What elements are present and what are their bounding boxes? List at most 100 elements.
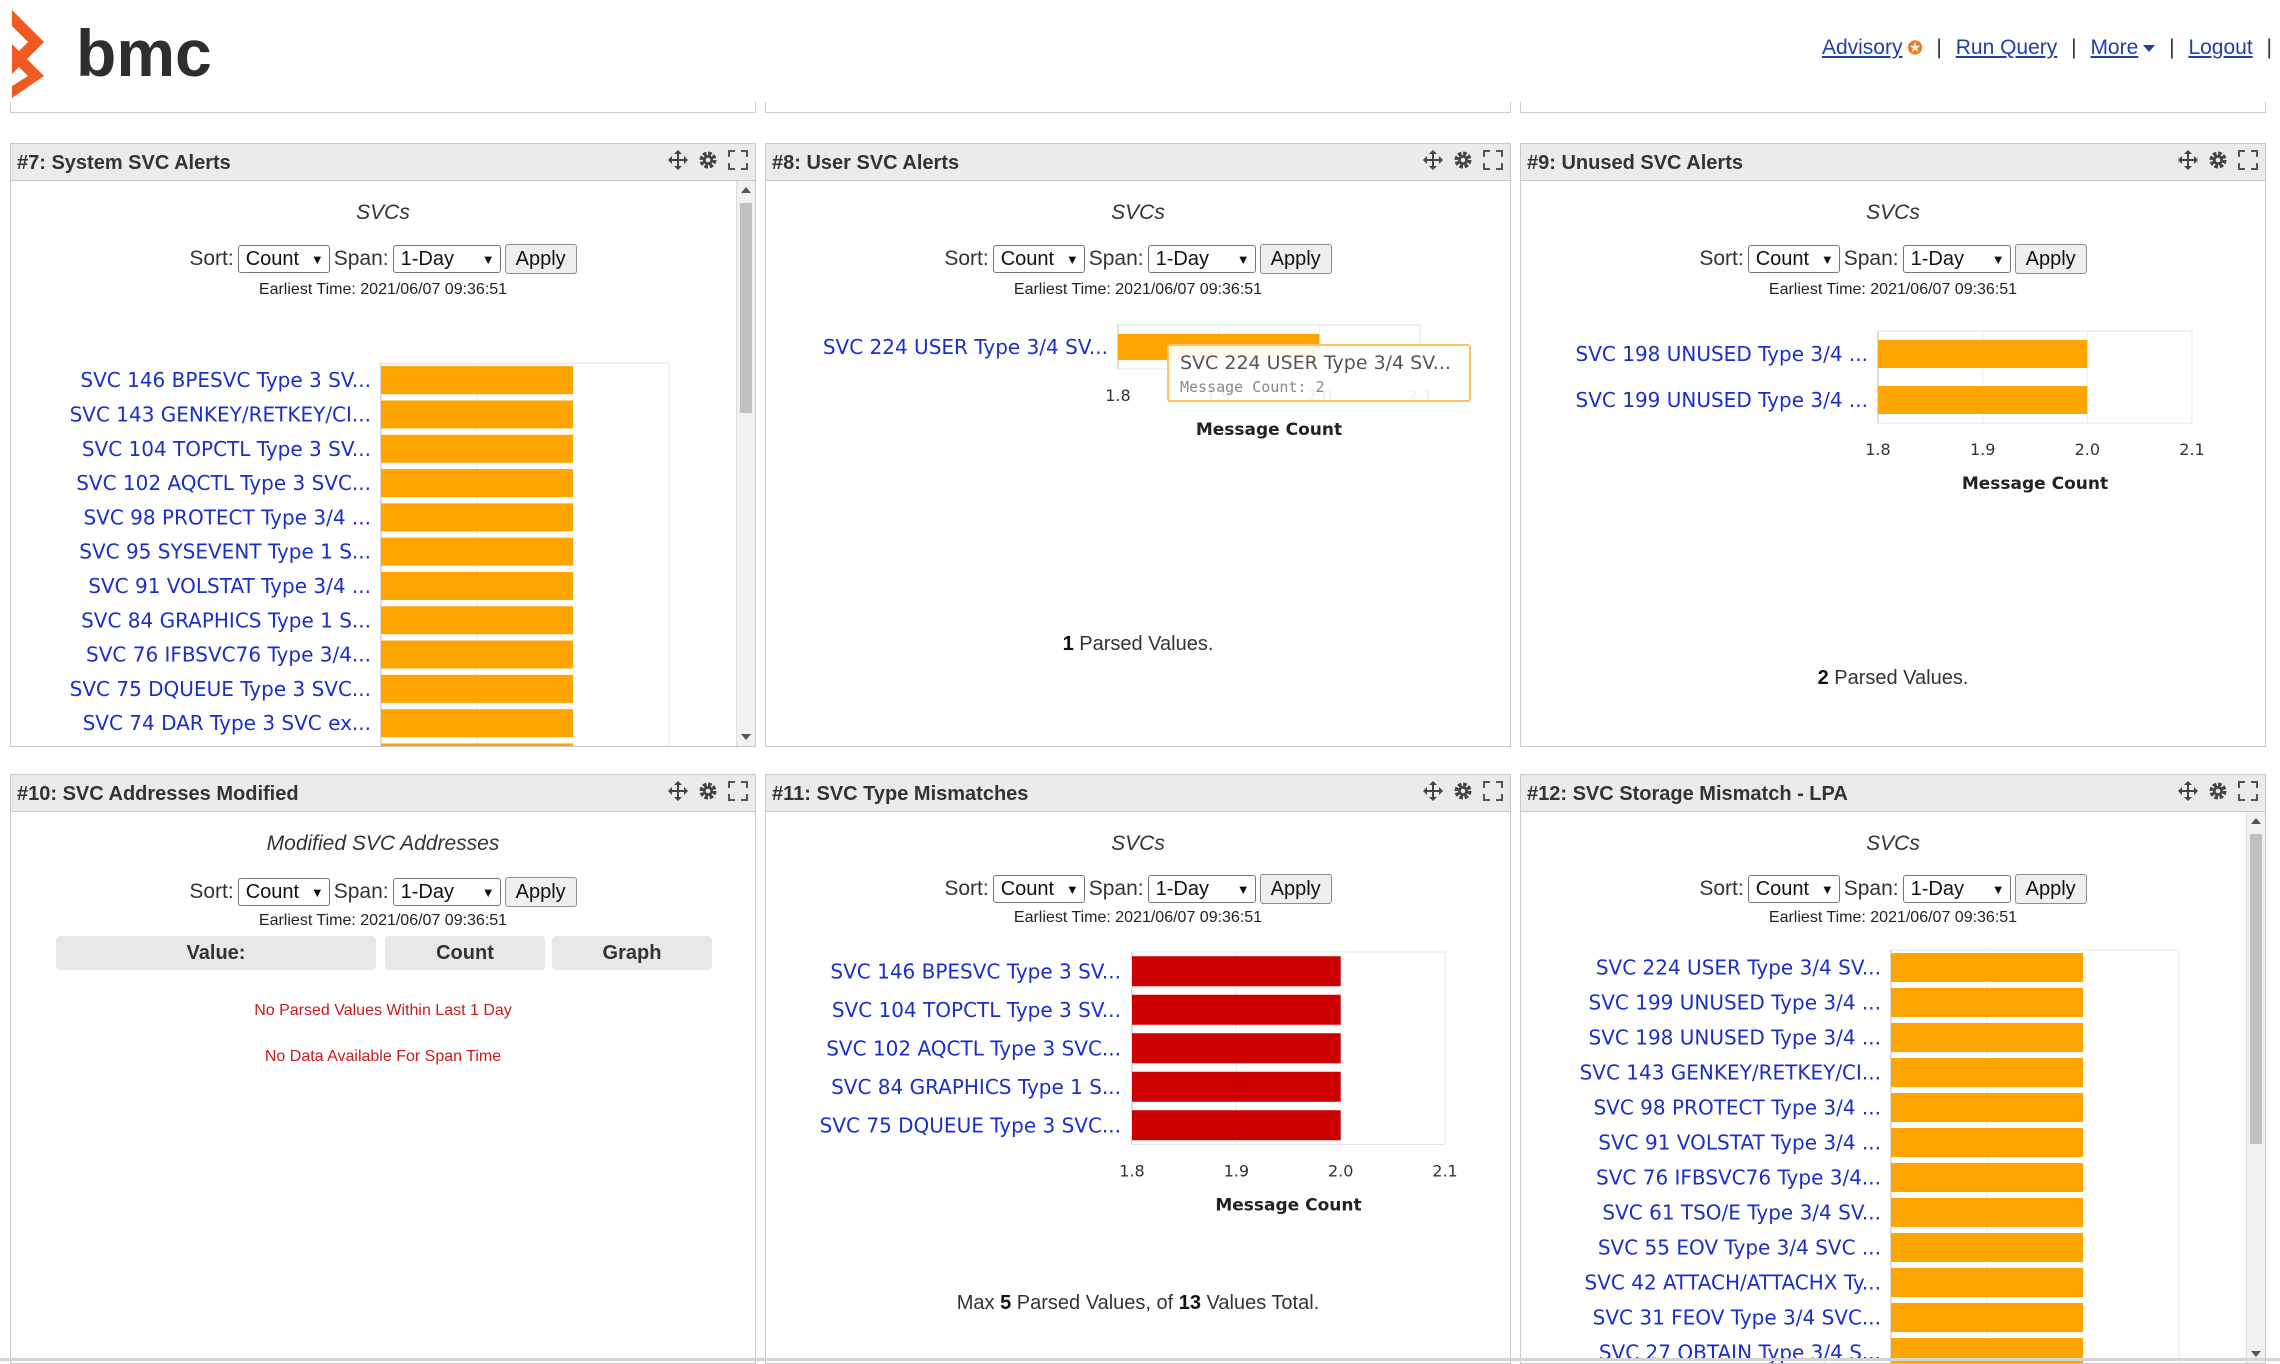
gear-icon[interactable]	[1452, 780, 1474, 802]
sort-select[interactable]: Count ▼	[1747, 245, 1840, 273]
span-select[interactable]: 1-Day ▼	[1147, 245, 1256, 273]
apply-button[interactable]: Apply	[1259, 244, 1332, 274]
bar	[1891, 1303, 2083, 1332]
parsed-values-summary: 2 Parsed Values.	[1817, 667, 1969, 689]
category-label: SVC 102 AQCTL Type 3 SVC...	[76, 471, 371, 495]
bar	[1132, 1110, 1341, 1141]
span-select[interactable]: 1-Day ▼	[392, 878, 501, 906]
move-icon[interactable]	[667, 149, 689, 171]
column-header-count[interactable]: Count	[385, 936, 545, 970]
tooltip-title: SVC 224 USER Type 3/4 SV...	[1180, 352, 1451, 374]
apply-button[interactable]: Apply	[504, 877, 577, 907]
panel-header[interactable]: #11: SVC Type Mismatches	[766, 775, 1510, 812]
panel-body: SVCs Sort: Count ▼ Span: 1-Day ▼ Apply Ear…	[766, 812, 1510, 1363]
panel-body: SVCs Sort: Count ▼ Span: 1-Day ▼ Apply Ear…	[1521, 812, 2265, 1363]
chevron-down-icon: ▼	[1820, 251, 1834, 267]
panel-header[interactable]: #10: SVC Addresses Modified	[11, 775, 755, 812]
move-icon[interactable]	[1422, 149, 1444, 171]
no-data-message: No Data Available For Span Time	[264, 1048, 502, 1065]
sort-label: Sort:	[189, 880, 234, 903]
chevron-down-icon: ▼	[1065, 881, 1079, 897]
expand-icon[interactable]	[727, 149, 749, 171]
bar	[1891, 1163, 2083, 1192]
category-label: SVC 104 TOPCTL Type 3 SV...	[832, 998, 1121, 1022]
column-header-graph[interactable]: Graph	[552, 936, 712, 970]
scroll-up-icon[interactable]	[741, 187, 751, 193]
chevron-down-icon: ▼	[1991, 881, 2005, 897]
bar-chart: SVC 224 USER Type 3/4 SV... SVC 199 UNUSE…	[1580, 949, 2180, 1363]
earliest-time: Earliest Time: 2021/06/07 09:36:51	[1768, 281, 2018, 298]
x-tick-label: 1.8	[1105, 386, 1130, 405]
sort-select[interactable]: Count ▼	[237, 245, 330, 273]
more-menu[interactable]: More	[2090, 36, 2156, 59]
scroll-up-icon[interactable]	[2251, 818, 2261, 824]
panel-svc-type-mismatches: #11: SVC Type Mismatches SVCs Sort: Coun…	[765, 774, 1511, 1364]
vertical-scrollbar[interactable]	[736, 181, 755, 746]
panel-header[interactable]: #9: Unused SVC Alerts	[1521, 144, 2265, 181]
scroll-down-icon[interactable]	[741, 734, 751, 740]
brand-name: bmc	[76, 16, 212, 90]
expand-icon[interactable]	[727, 780, 749, 802]
chart-controls: Sort: Count ▼ Span: 1-Day ▼ Apply	[11, 244, 755, 274]
scroll-down-icon[interactable]	[2251, 1351, 2261, 1357]
apply-button[interactable]: Apply	[2014, 874, 2087, 904]
panel-stub	[10, 102, 756, 113]
bar	[1891, 1268, 2083, 1297]
gear-icon[interactable]	[2207, 149, 2229, 171]
run-query-link[interactable]: Run Query	[1955, 36, 2058, 59]
bar	[381, 537, 573, 566]
vertical-scrollbar[interactable]	[2246, 812, 2265, 1363]
span-select[interactable]: 1-Day ▼	[392, 245, 501, 273]
expand-icon[interactable]	[2237, 149, 2259, 171]
panel-unused-svc-alerts: #9: Unused SVC Alerts SVCs Sort: Count ▼ …	[1520, 143, 2266, 747]
x-tick-label: 1.9	[1224, 1162, 1249, 1181]
apply-button[interactable]: Apply	[1259, 874, 1332, 904]
category-label: SVC 91 VOLSTAT Type 3/4 ...	[1598, 1131, 1881, 1155]
chart-subtitle: Modified SVC Addresses	[266, 832, 500, 855]
category-label: SVC 224 USER Type 3/4 SV...	[1596, 956, 1881, 980]
advisory-link[interactable]: Advisory	[1821, 36, 1903, 59]
sort-select[interactable]: Count ▼	[237, 878, 330, 906]
panel-header[interactable]: #7: System SVC Alerts	[11, 144, 755, 181]
bar	[1891, 988, 2083, 1017]
scroll-thumb[interactable]	[2250, 834, 2262, 1144]
sort-select[interactable]: Count ▼	[1747, 875, 1840, 903]
gear-icon[interactable]	[697, 780, 719, 802]
sort-select[interactable]: Count ▼	[992, 875, 1085, 903]
category-label: SVC 55 EOV Type 3/4 SVC ...	[1598, 1236, 1881, 1260]
bar-chart: SVC 198 UNUSED Type 3/4 ... SVC 199 UNUSE…	[1576, 330, 2205, 494]
gear-icon[interactable]	[697, 149, 719, 171]
panel-header[interactable]: #8: User SVC Alerts	[766, 144, 1510, 181]
scroll-thumb[interactable]	[740, 203, 752, 413]
span-label: Span:	[1088, 247, 1144, 270]
panel-title: #7: System SVC Alerts	[17, 152, 231, 174]
expand-icon[interactable]	[1482, 149, 1504, 171]
move-icon[interactable]	[2177, 780, 2199, 802]
apply-button[interactable]: Apply	[504, 244, 577, 274]
chevron-down-icon: ▼	[1820, 881, 1834, 897]
move-icon[interactable]	[1422, 780, 1444, 802]
bmc-logo[interactable]: bmc	[6, 8, 236, 98]
parsed-values-summary: Max 5 Parsed Values, of 13 Values Total.	[956, 1292, 1320, 1314]
category-label: SVC 95 SYSEVENT Type 1 S...	[79, 540, 371, 564]
panel-title: #9: Unused SVC Alerts	[1527, 152, 1743, 174]
sort-label: Sort:	[944, 247, 989, 270]
logout-link[interactable]: Logout	[2188, 36, 2253, 59]
gear-icon[interactable]	[2207, 780, 2229, 802]
expand-icon[interactable]	[1482, 780, 1504, 802]
expand-icon[interactable]	[2237, 780, 2259, 802]
column-header-value[interactable]: Value:	[56, 936, 376, 970]
gear-icon[interactable]	[1452, 149, 1474, 171]
bar	[1878, 386, 2088, 414]
span-select[interactable]: 1-Day ▼	[1902, 245, 2011, 273]
panel-header[interactable]: #12: SVC Storage Mismatch - LPA	[1521, 775, 2265, 812]
move-icon[interactable]	[667, 780, 689, 802]
move-icon[interactable]	[2177, 149, 2199, 171]
sort-select[interactable]: Count ▼	[992, 245, 1085, 273]
category-label: SVC 199 UNUSED Type 3/4 ...	[1589, 991, 1881, 1015]
category-label: SVC 104 TOPCTL Type 3 SV...	[82, 437, 371, 461]
span-select[interactable]: 1-Day ▼	[1902, 875, 2011, 903]
apply-button[interactable]: Apply	[2014, 244, 2087, 274]
span-select[interactable]: 1-Day ▼	[1147, 875, 1256, 903]
page-bottom-edge	[0, 1358, 2280, 1361]
